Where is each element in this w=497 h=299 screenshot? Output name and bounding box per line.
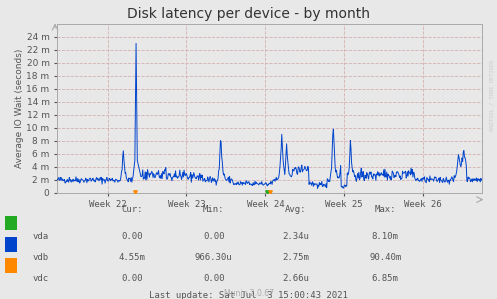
Text: 0.00: 0.00: [121, 274, 143, 283]
Text: 90.40m: 90.40m: [369, 253, 401, 262]
Y-axis label: Average IO Wait (seconds): Average IO Wait (seconds): [14, 49, 24, 168]
Text: 2.34u: 2.34u: [282, 232, 309, 241]
Text: Max:: Max:: [374, 205, 396, 214]
Text: 2.66u: 2.66u: [282, 274, 309, 283]
Text: Disk latency per device - by month: Disk latency per device - by month: [127, 7, 370, 22]
Text: 8.10m: 8.10m: [372, 232, 399, 241]
Text: 0.00: 0.00: [203, 232, 225, 241]
Text: vdc: vdc: [32, 274, 48, 283]
Text: 0.00: 0.00: [203, 274, 225, 283]
Text: 2.75m: 2.75m: [282, 253, 309, 262]
Text: 966.30u: 966.30u: [195, 253, 233, 262]
Text: Last update: Sat Jul  3 15:00:43 2021: Last update: Sat Jul 3 15:00:43 2021: [149, 291, 348, 299]
Text: vda: vda: [32, 232, 48, 241]
Text: Munin 2.0.67: Munin 2.0.67: [224, 289, 273, 298]
Text: 6.85m: 6.85m: [372, 274, 399, 283]
Text: Cur:: Cur:: [121, 205, 143, 214]
Text: Avg:: Avg:: [285, 205, 307, 214]
Text: 0.00: 0.00: [121, 232, 143, 241]
Text: RRDTOOL / TOBI OETIKER: RRDTOOL / TOBI OETIKER: [490, 60, 495, 132]
Text: 4.55m: 4.55m: [118, 253, 145, 262]
Text: vdb: vdb: [32, 253, 48, 262]
Text: Min:: Min:: [203, 205, 225, 214]
